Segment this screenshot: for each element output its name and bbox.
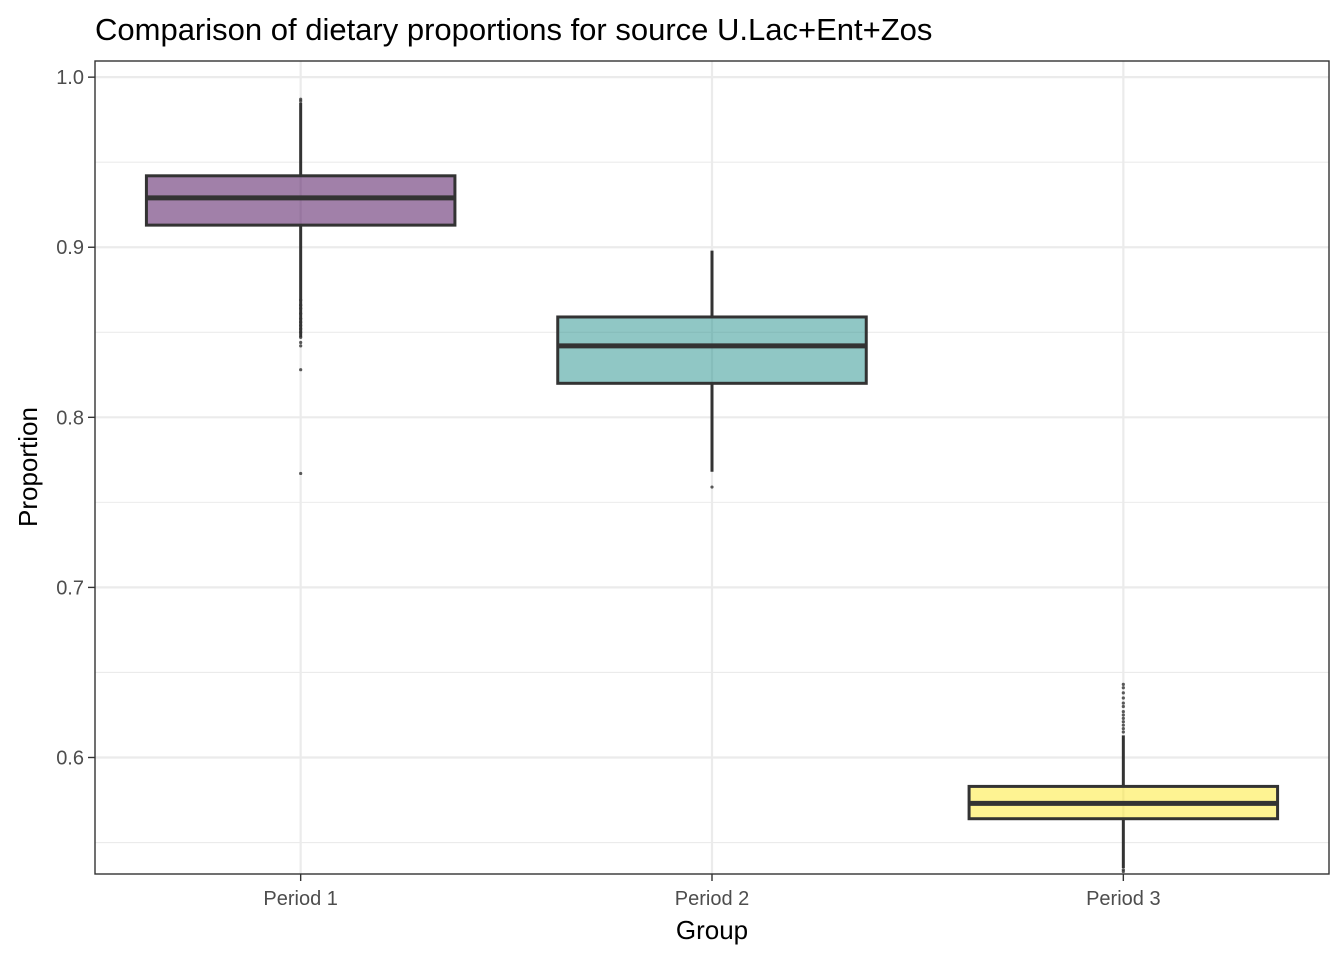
chart-title: Comparison of dietary proportions for so… — [95, 12, 932, 47]
outlier-point — [1121, 716, 1125, 720]
outlier-point — [299, 320, 303, 324]
outlier-point — [299, 97, 303, 101]
y-tick-label: 0.9 — [56, 237, 84, 259]
outlier-point — [299, 298, 303, 302]
x-tick-label: Period 2 — [675, 888, 750, 910]
outlier-point — [299, 368, 303, 372]
iqr-box — [556, 315, 868, 385]
y-axis-title: Proportion — [13, 407, 43, 527]
outlier-point — [1121, 869, 1125, 874]
outlier-point — [299, 311, 303, 316]
y-tick-label: 0.6 — [56, 747, 84, 769]
outlier-point — [710, 485, 714, 489]
box-period-2 — [556, 250, 868, 489]
y-tick-label: 1.0 — [56, 67, 84, 89]
outlier-point — [1121, 691, 1125, 695]
outlier-point — [299, 471, 303, 476]
outlier-point — [1121, 696, 1125, 700]
outlier-point — [299, 323, 303, 328]
box-period-3 — [967, 682, 1280, 874]
outlier-point — [299, 303, 303, 307]
outlier-point — [1121, 723, 1125, 727]
x-axis-title: Group — [676, 915, 748, 945]
box-series — [144, 97, 1280, 874]
outlier-point — [1121, 713, 1125, 717]
outlier-point — [1121, 720, 1125, 724]
x-tick-label: Period 1 — [263, 888, 338, 910]
x-axis: Period 1 Period 2 Period 3 — [263, 874, 1161, 910]
outlier-point — [1121, 704, 1125, 709]
x-tick-label: Period 3 — [1086, 888, 1161, 910]
box-period-1 — [144, 97, 457, 476]
outlier-point — [1121, 682, 1125, 686]
y-tick-label: 0.8 — [56, 407, 84, 429]
outlier-point — [1121, 709, 1125, 714]
outlier-point — [299, 340, 303, 345]
iqr-box — [144, 174, 457, 227]
outlier-point — [299, 335, 303, 339]
y-axis: 0.6 0.7 0.8 0.9 1.0 — [56, 67, 95, 769]
outlier-point — [1121, 730, 1125, 734]
outlier-point — [299, 344, 303, 348]
outlier-point — [299, 317, 303, 321]
outlier-point — [299, 306, 303, 311]
y-tick-label: 0.7 — [56, 577, 84, 599]
outlier-point — [1121, 686, 1125, 690]
outlier-point — [1121, 726, 1125, 731]
outlier-point — [299, 327, 303, 331]
outlier-point — [299, 330, 303, 334]
outlier-point — [1121, 701, 1125, 705]
